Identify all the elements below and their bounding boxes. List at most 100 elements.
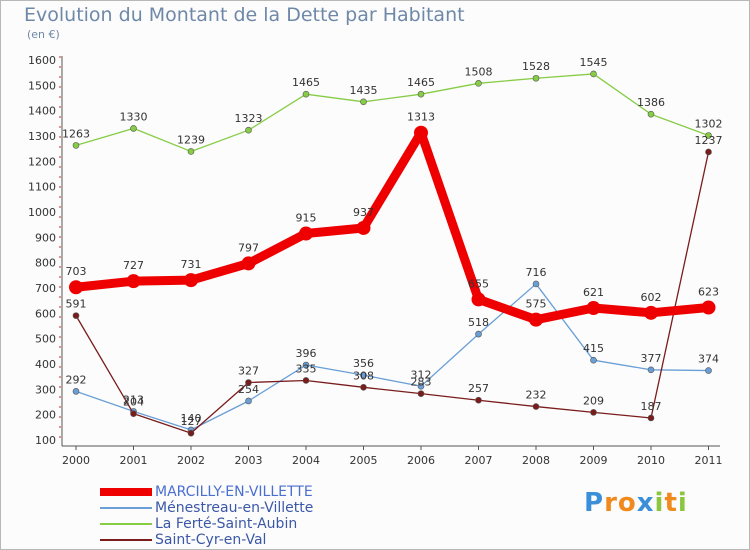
data-label: 415 (583, 342, 604, 355)
legend-swatch (100, 523, 152, 525)
data-label: 232 (526, 389, 547, 402)
data-label: 797 (238, 241, 259, 254)
y-tick-label: 1600 (28, 54, 56, 67)
logo-letter: i (677, 488, 688, 518)
data-point (245, 379, 252, 386)
data-point (586, 301, 601, 316)
data-point (241, 256, 256, 271)
data-label: 1313 (407, 111, 435, 124)
data-point (590, 409, 597, 416)
data-point (302, 361, 310, 369)
data-label: 1239 (177, 133, 205, 146)
chart-unit-label: (en €) (27, 28, 60, 41)
data-point (130, 125, 137, 132)
x-tick-label: 2004 (292, 454, 320, 467)
data-point (302, 90, 310, 98)
data-label: 655 (468, 277, 489, 290)
data-label: 1386 (637, 96, 665, 109)
data-point (72, 312, 80, 319)
line-chart: 100 200 300 400 500 600 700 800 900 1000 1100 1200 1… (28, 54, 723, 467)
data-point (647, 110, 655, 118)
data-label: 1323 (235, 112, 263, 125)
logo-letter: i (654, 488, 665, 518)
x-tick-label: 2001 (120, 454, 148, 467)
data-label: 308 (353, 369, 374, 382)
data-point (644, 305, 658, 320)
data-label: 187 (641, 400, 662, 413)
y-tick-label: 300 (35, 383, 56, 396)
data-point (360, 98, 367, 106)
data-label: 1508 (465, 65, 493, 78)
legend-label: La Ferté-Saint-Aubin (155, 516, 298, 532)
data-label: 1545 (580, 56, 608, 69)
data-point (705, 148, 712, 156)
data-label: 518 (468, 316, 489, 329)
data-label: 716 (526, 266, 547, 279)
data-label: 377 (641, 352, 662, 365)
logo-letter: r (604, 488, 618, 518)
y-tick-label: 200 (35, 409, 56, 422)
data-point (302, 377, 310, 384)
data-point (69, 280, 83, 295)
series-line (75, 128, 709, 325)
data-point (705, 132, 712, 139)
data-label: 703 (66, 265, 87, 278)
data-point (529, 312, 543, 327)
data-label: 602 (641, 291, 662, 304)
proxiti-logo: Proxiti (584, 488, 688, 518)
chart-series (69, 70, 716, 437)
x-tick-label: 2011 (695, 454, 723, 467)
data-label: 257 (468, 382, 489, 395)
series-line (75, 73, 709, 153)
logo-letter: o (617, 488, 637, 518)
data-point (590, 356, 597, 364)
chart-axes: 100 200 300 400 500 600 700 800 900 1000 1100 1200 1… (28, 54, 723, 467)
data-point (532, 280, 540, 288)
legend-swatch (100, 539, 152, 541)
data-label: 312 (411, 368, 432, 381)
y-tick-label: 1300 (28, 130, 56, 143)
x-tick-label: 2005 (350, 454, 378, 467)
data-label: 127 (181, 415, 202, 428)
x-tick-label: 2003 (235, 454, 263, 467)
data-label: 591 (66, 298, 87, 311)
legend-label: MARCILLY-EN-VILLETTE (155, 484, 313, 500)
x-tick-label: 2010 (637, 454, 665, 467)
data-label: 1330 (120, 110, 148, 123)
x-tick-label: 2000 (62, 454, 90, 467)
data-point (417, 390, 425, 397)
data-point (126, 274, 141, 289)
data-point (417, 382, 425, 390)
data-label: 209 (583, 394, 604, 407)
y-tick-label: 1000 (28, 206, 56, 219)
x-tick-label: 2007 (465, 454, 493, 467)
data-point (705, 367, 712, 374)
data-point (475, 396, 482, 404)
data-point (130, 410, 137, 417)
y-tick-label: 100 (35, 434, 56, 447)
data-label: 1263 (62, 127, 90, 140)
y-tick-label: 700 (35, 282, 56, 295)
data-label: 623 (698, 286, 719, 299)
data-point (475, 80, 482, 87)
data-label: 283 (411, 376, 432, 389)
y-tick-label: 500 (35, 333, 56, 346)
data-point (184, 273, 198, 288)
legend-swatch (100, 507, 152, 509)
data-label: 335 (296, 362, 317, 375)
y-tick-label: 1200 (28, 155, 56, 168)
data-point (647, 414, 655, 422)
logo-letter: t (664, 488, 678, 518)
legend-label: Ménestreau-en-Villette (155, 500, 314, 516)
data-point (72, 388, 80, 395)
legend-swatch (100, 488, 152, 496)
data-point (245, 397, 252, 405)
data-point (245, 126, 252, 134)
data-point (701, 300, 716, 315)
y-tick-label: 800 (35, 257, 56, 270)
y-tick-label: 400 (35, 358, 56, 371)
chart-title: Evolution du Montant de la Dette par Hab… (24, 4, 465, 26)
y-tick-label: 1400 (28, 105, 56, 118)
data-label: 374 (698, 353, 719, 366)
